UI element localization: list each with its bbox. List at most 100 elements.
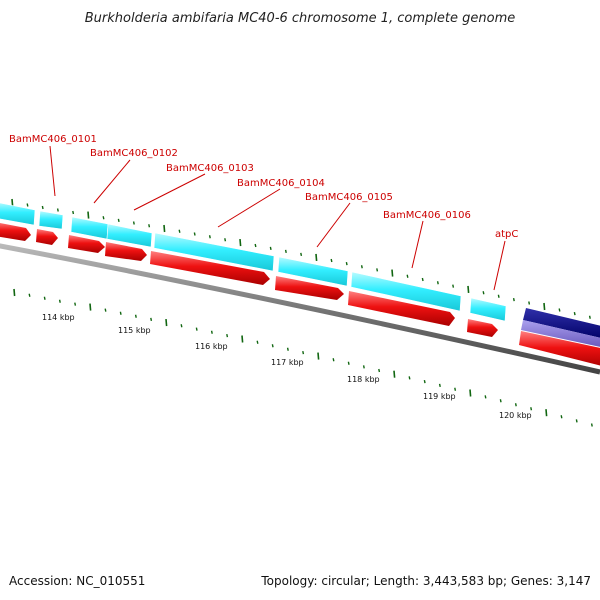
cds-top-segment[interactable]: [350, 271, 462, 312]
minor-tick: [332, 358, 335, 362]
cds-top-segment[interactable]: [38, 210, 64, 230]
minor-tick: [423, 379, 426, 384]
minor-tick: [119, 311, 122, 315]
cds-top-segment[interactable]: [106, 223, 153, 248]
rna-purple-segment[interactable]: [521, 320, 600, 349]
cds-bottom-arrow[interactable]: [348, 291, 455, 326]
accession-text: Accession: NC_010551: [9, 574, 145, 588]
kbp-label: 117 kbp: [271, 358, 304, 367]
kbp-label: 115 kbp: [118, 326, 151, 335]
gene-label[interactable]: BamMC406_0101: [9, 134, 97, 145]
rna-navy-segment[interactable]: [523, 308, 600, 340]
cds-top-segment[interactable]: [70, 216, 109, 240]
minor-tick: [558, 308, 561, 312]
minor-tick: [573, 311, 576, 316]
backbone-ring: [0, 243, 600, 375]
minor-tick: [497, 294, 500, 298]
cds-bottom-arrow[interactable]: [0, 222, 31, 241]
minor-tick: [58, 299, 61, 303]
kbp-labels: 114 kbp 115 kbp 116 kbp 117 kbp 118 kbp …: [42, 313, 532, 420]
cds-bottom-arrow[interactable]: [275, 276, 344, 300]
cds-bottom-arrow[interactable]: [150, 251, 270, 285]
minor-tick: [408, 376, 411, 380]
cds-bottom-arrow[interactable]: [36, 229, 58, 245]
minor-tick: [178, 229, 181, 233]
gene-label[interactable]: atpC: [495, 229, 518, 240]
cds-top-segment[interactable]: [277, 256, 349, 287]
minor-tick: [406, 274, 409, 278]
cds-bottom-arrow[interactable]: [519, 331, 600, 368]
cds-top-segment[interactable]: [469, 297, 507, 322]
minor-tick: [41, 205, 44, 210]
major-tick: [239, 239, 242, 247]
minor-tick: [56, 208, 59, 212]
minor-tick: [512, 297, 515, 302]
minor-tick: [300, 252, 303, 257]
minor-tick: [484, 395, 487, 399]
minor-tick: [284, 249, 287, 254]
major-tick: [393, 370, 396, 378]
minor-tick: [254, 243, 257, 248]
cds-bottom-arrow[interactable]: [467, 319, 498, 337]
minor-tick: [530, 407, 533, 411]
minor-tick: [256, 340, 259, 344]
minor-tick: [360, 265, 363, 269]
summary-text: Topology: circular; Length: 3,443,583 bp…: [260, 574, 591, 588]
cds-bottom-arrow[interactable]: [68, 235, 105, 253]
minor-tick: [590, 423, 593, 427]
minor-tick: [378, 368, 381, 373]
major-tick: [87, 211, 90, 219]
major-tick: [543, 302, 546, 311]
minor-tick: [454, 387, 457, 391]
minor-tick: [560, 415, 563, 419]
gene-label[interactable]: BamMC406_0106: [383, 210, 471, 221]
minor-tick: [286, 347, 289, 351]
cds-top-segment[interactable]: [0, 202, 36, 226]
gene-label[interactable]: BamMC406_0104: [237, 178, 325, 189]
minor-tick: [514, 403, 517, 407]
cds-top-segment[interactable]: [153, 232, 275, 272]
minor-tick: [210, 330, 213, 334]
minor-tick: [148, 224, 151, 228]
minor-tick: [436, 281, 439, 285]
minor-tick: [438, 383, 441, 388]
cds-bottom-arrow[interactable]: [105, 242, 147, 261]
minor-tick: [362, 365, 365, 369]
kbp-label: 119 kbp: [423, 392, 456, 401]
gene-label[interactable]: BamMC406_0103: [166, 163, 254, 174]
major-tick: [13, 288, 16, 297]
minor-tick: [499, 399, 502, 403]
minor-tick: [271, 344, 274, 348]
major-tick: [241, 335, 244, 343]
gene-labels: BamMC406_0101 BamMC406_0102 BamMC406_010…: [9, 134, 518, 240]
kbp-label: 116 kbp: [195, 342, 228, 351]
minor-tick: [452, 284, 455, 288]
rna-track: [521, 308, 600, 349]
minor-tick: [226, 333, 229, 338]
minor-tick: [347, 361, 350, 365]
minor-tick: [482, 291, 485, 295]
major-tick: [469, 389, 472, 397]
kbp-label: 114 kbp: [42, 313, 75, 322]
major-tick: [467, 285, 470, 293]
minor-tick: [134, 314, 137, 318]
cds-track-bottom: [0, 222, 600, 368]
minor-tick: [193, 232, 196, 236]
minor-tick: [588, 315, 591, 319]
major-tick: [317, 352, 320, 360]
gene-label[interactable]: BamMC406_0105: [305, 192, 393, 203]
minor-tick: [208, 235, 211, 239]
minor-tick: [104, 308, 107, 312]
major-tick: [11, 198, 14, 207]
minor-tick: [269, 246, 272, 251]
gene-label[interactable]: BamMC406_0102: [90, 148, 178, 159]
outer-tick-marks: [11, 198, 591, 319]
minor-tick: [528, 301, 531, 305]
map-title: Burkholderia ambifaria MC40-6 chromosome…: [85, 11, 515, 26]
minor-tick: [376, 268, 379, 272]
minor-tick: [150, 317, 153, 322]
major-tick: [315, 253, 318, 261]
inner-tick-marks: [13, 288, 593, 427]
major-tick: [163, 224, 166, 233]
